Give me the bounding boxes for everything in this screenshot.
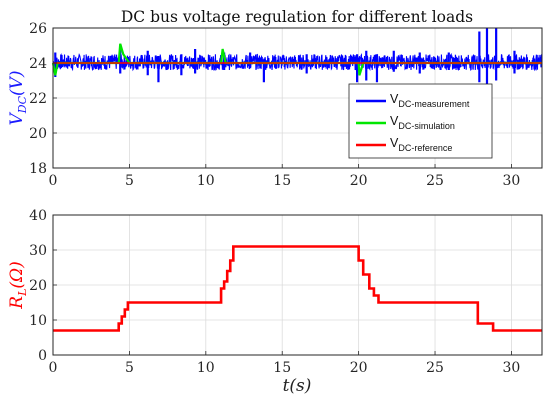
top-series (51, 28, 543, 93)
y-tick-label: 18 (29, 161, 47, 177)
series-resistance-line (53, 245, 542, 332)
y-tick-label: 0 (38, 348, 47, 364)
x-tick-label: 5 (125, 173, 134, 189)
bottom-y-ticks: 0 10 20 30 40 (29, 208, 57, 364)
legend-label-simulation: VDC-simulation (390, 114, 455, 131)
bottom-y-axis-label: RL(Ω) (7, 261, 29, 309)
y-tick-label: 10 (29, 313, 47, 329)
x-tick-label: 15 (273, 173, 291, 189)
top-y-axis-label: VDC(V) (7, 70, 29, 125)
y-tick-label: 20 (29, 126, 47, 142)
x-tick-label: 30 (503, 360, 521, 376)
x-tick-label: 5 (125, 360, 134, 376)
legend-items: VDC-measurement VDC-simulation VDC-referen… (356, 92, 470, 153)
top-y-ticks: 18 20 22 24 26 (29, 21, 57, 177)
y-tick-label: 26 (29, 21, 47, 37)
bottom-x-axis-label: t(s) (283, 376, 312, 396)
top-ylabel-main: V (7, 112, 27, 126)
top-ylabel-sub: DC (16, 95, 29, 114)
x-tick-label: 30 (503, 173, 521, 189)
y-tick-label: 30 (29, 243, 47, 259)
top-panel: DC bus voltage regulation for different … (7, 8, 543, 189)
y-tick-label: 22 (29, 91, 47, 107)
y-tick-label: 40 (29, 208, 47, 224)
bottom-ylabel-main: R (7, 296, 27, 310)
bottom-ylabel-unit: (Ω) (7, 261, 27, 288)
y-tick-label: 24 (29, 56, 47, 72)
bottom-panel: 0 5 10 15 20 25 30 0 10 20 30 40 RL(Ω) t(s) (7, 208, 543, 396)
x-tick-label: 20 (350, 173, 368, 189)
y-tick-label: 20 (29, 278, 47, 294)
bottom-series (53, 245, 542, 332)
x-tick-label: 0 (49, 360, 58, 376)
top-x-ticks: 0 5 10 15 20 25 30 (49, 164, 521, 189)
chart-title: DC bus voltage regulation for different … (121, 8, 473, 26)
x-tick-label: 10 (197, 173, 215, 189)
x-tick-label: 25 (426, 173, 444, 189)
bottom-x-ticks: 0 5 10 15 20 25 30 (49, 351, 521, 376)
legend: VDC-measurement VDC-simulation VDC-referen… (348, 83, 493, 159)
x-tick-label: 15 (273, 360, 291, 376)
legend-label-reference: VDC-reference (390, 136, 452, 153)
x-tick-label: 10 (197, 360, 215, 376)
top-ylabel-unit: (V) (7, 70, 27, 96)
x-tick-label: 20 (350, 360, 368, 376)
x-tick-label: 0 (49, 173, 58, 189)
bottom-ylabel-sub: L (16, 289, 29, 297)
x-tick-label: 25 (426, 360, 444, 376)
legend-label-measurement: VDC-measurement (390, 92, 470, 109)
